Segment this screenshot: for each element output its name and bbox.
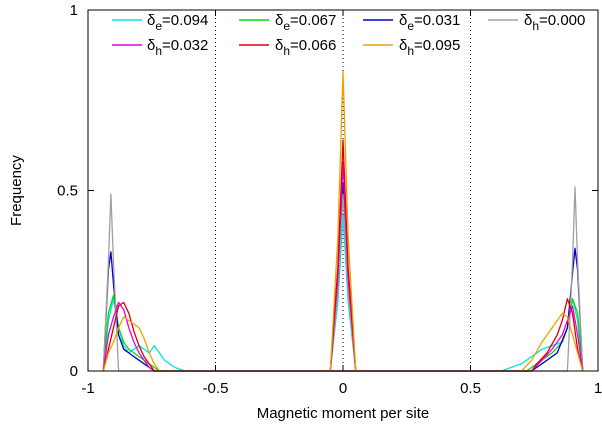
legend-label: δh=0.066: [275, 37, 336, 58]
series-layer: [102, 70, 584, 372]
ticks-layer: -1 -0.5 0 0.5 1 0 0.5 1: [57, 2, 602, 397]
legend-label: δe=0.031: [399, 12, 460, 33]
y-tick-label: 0.5: [57, 183, 78, 200]
y-tick-label: 1: [70, 2, 78, 19]
y-tick-label: 0: [70, 363, 78, 380]
x-tick-label: 0: [339, 380, 347, 397]
x-tick-label: 0.5: [460, 380, 481, 397]
legend-label: δe=0.067: [275, 12, 336, 33]
y-axis-title: Frequency: [8, 155, 25, 226]
x-axis-title: Magnetic moment per site: [257, 405, 430, 422]
series-line: [102, 298, 584, 372]
center-peak-line: [329, 70, 357, 372]
series-line: [102, 301, 584, 372]
x-tick-label: -1: [81, 380, 94, 397]
center-peak-line: [329, 139, 357, 372]
legend-label: δh=0.095: [399, 37, 460, 58]
series-line: [102, 298, 584, 372]
center-peak-line: [329, 193, 357, 372]
series-line: [102, 312, 584, 372]
legend: δe=0.094 δe=0.067 δe=0.031 δh=0.000 δh=0.032…: [112, 12, 585, 58]
legend-label: δh=0.000: [524, 12, 585, 33]
legend-label: δe=0.094: [147, 12, 208, 33]
x-tick-label: -0.5: [203, 380, 229, 397]
legend-label: δh=0.032: [147, 37, 208, 58]
x-tick-label: 1: [594, 380, 602, 397]
